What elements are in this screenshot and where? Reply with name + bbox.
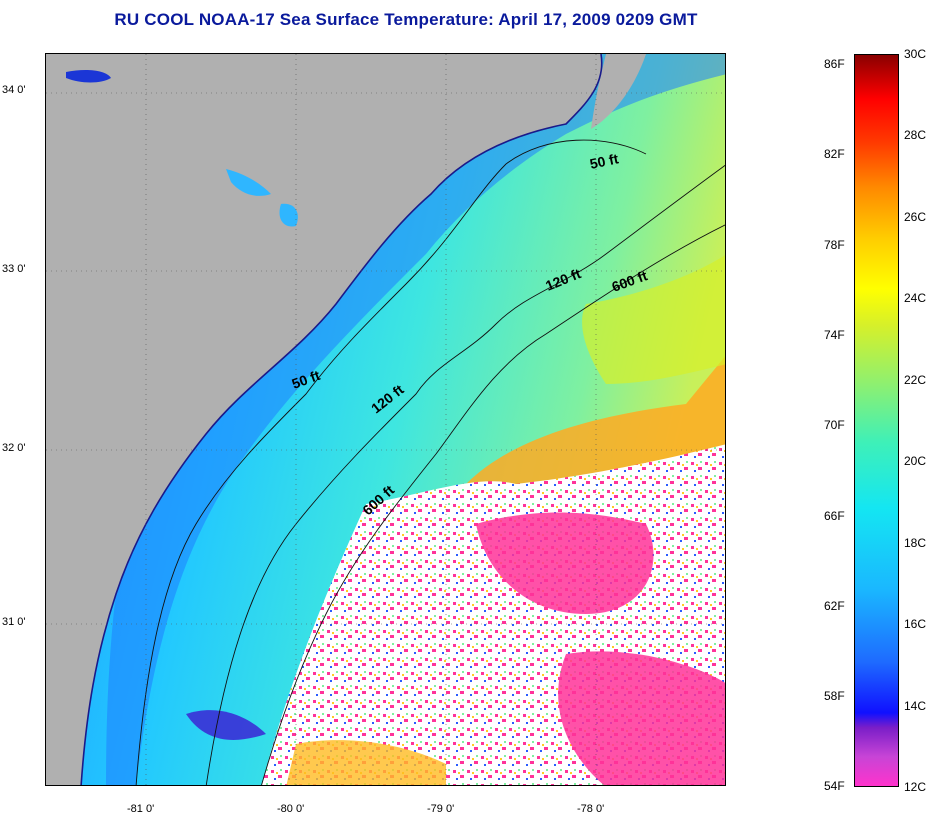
colorbar-f-label: 70F xyxy=(824,418,845,432)
warm-patch xyxy=(286,740,446,785)
isobath-600ft xyxy=(261,224,725,785)
isobath-120ft xyxy=(205,164,725,785)
colorbar-f-label: 62F xyxy=(824,599,845,613)
cool-patch xyxy=(186,710,266,740)
sst-map[interactable]: 50 ft 50 ft 120 ft 120 ft 600 ft 600 ft xyxy=(45,53,726,786)
graticule xyxy=(46,54,725,785)
inland-water xyxy=(279,203,298,227)
temperature-colorbar xyxy=(854,54,899,787)
cold-flag-patch xyxy=(558,651,725,785)
colorbar-f-label: 66F xyxy=(824,509,845,523)
land-area xyxy=(591,54,646,129)
colorbar-c-label: 18C xyxy=(904,536,927,550)
longitude-label: -78 0' xyxy=(577,803,605,815)
longitude-label: -79 0' xyxy=(427,803,455,815)
colorbar-c-label: 30C xyxy=(904,47,927,61)
inland-water xyxy=(66,70,111,83)
colorbar-f-label: 86F xyxy=(824,57,845,71)
colorbar-f-label: 58F xyxy=(824,689,845,703)
warm-shelf-water xyxy=(582,255,725,384)
longitude-label: -80 0' xyxy=(277,803,305,815)
latitude-label: 33 0' xyxy=(2,263,26,275)
colorbar-c-label: 28C xyxy=(904,128,927,142)
colorbar-c-label: 16C xyxy=(904,617,927,631)
isobath-50ft xyxy=(135,139,647,785)
colorbar-c-label: 20C xyxy=(904,454,927,468)
colorbar-f-label: 54F xyxy=(824,779,845,793)
colorbar-c-label: 24C xyxy=(904,291,927,305)
colorbar-f-label: 78F xyxy=(824,238,845,252)
longitude-label: -81 0' xyxy=(127,803,155,815)
colorbar-c-label: 14C xyxy=(904,699,927,713)
land-area xyxy=(46,54,602,785)
colorbar-f-label: 82F xyxy=(824,147,845,161)
colorbar-f-label: 74F xyxy=(824,328,845,342)
colorbar-c-label: 26C xyxy=(904,210,927,224)
map-title: RU COOL NOAA-17 Sea Surface Temperature:… xyxy=(114,10,698,29)
cold-flag-patch xyxy=(476,512,654,614)
latitude-label: 34 0' xyxy=(2,84,26,96)
inland-water xyxy=(226,169,271,196)
shoreline xyxy=(80,54,603,785)
latitude-label: 32 0' xyxy=(2,442,26,454)
colorbar-c-label: 22C xyxy=(904,373,927,387)
sst-map-canvas: 50 ft 50 ft 120 ft 120 ft 600 ft 600 ft xyxy=(46,54,725,785)
isobath-label: 50 ft xyxy=(588,150,620,172)
colorbar-c-label: 12C xyxy=(904,780,927,794)
latitude-label: 31 0' xyxy=(2,616,26,628)
